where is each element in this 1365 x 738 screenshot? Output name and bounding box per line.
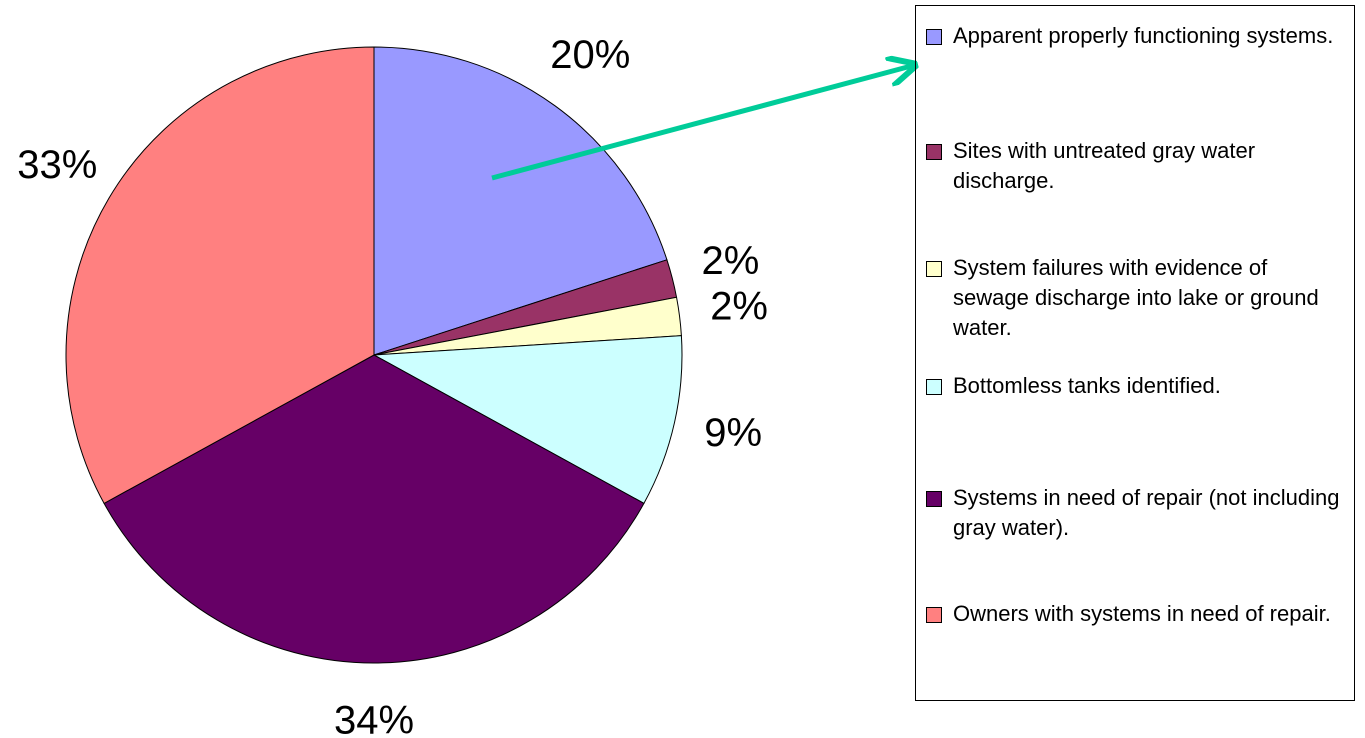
legend-swatch <box>926 491 942 507</box>
annotation-arrow <box>491 65 915 181</box>
legend: Apparent properly functioning systems. Si… <box>915 5 1355 701</box>
data-label: 33% <box>17 143 97 187</box>
legend-swatch <box>926 379 942 395</box>
legend-item: Bottomless tanks identified. <box>926 371 1346 401</box>
data-label: 9% <box>704 411 762 455</box>
pie-slice <box>65 46 375 505</box>
data-label: 2% <box>702 239 760 283</box>
legend-item: Apparent properly functioning systems. <box>926 21 1346 51</box>
legend-item: Owners with systems in need of repair. <box>926 599 1346 629</box>
legend-swatch <box>926 607 942 623</box>
data-label: 20% <box>550 33 630 77</box>
data-label: 34% <box>334 699 414 738</box>
data-label: 2% <box>710 284 768 328</box>
legend-label: Systems in need of repair (not including… <box>953 485 1340 540</box>
legend-swatch <box>926 144 942 160</box>
legend-item: Systems in need of repair (not including… <box>926 483 1346 543</box>
legend-label: System failures with evidence of sewage … <box>953 255 1319 340</box>
pie-slice <box>372 335 683 505</box>
pie <box>65 46 683 664</box>
legend-item: Sites with untreated gray water discharg… <box>926 136 1346 196</box>
legend-swatch <box>926 29 942 45</box>
pie-slice <box>103 354 645 664</box>
legend-label: Sites with untreated gray water discharg… <box>953 138 1256 193</box>
legend-item: System failures with evidence of sewage … <box>926 253 1346 343</box>
legend-swatch <box>926 261 942 277</box>
legend-label: Bottomless tanks identified. <box>953 373 1221 398</box>
legend-label: Owners with systems in need of repair. <box>953 601 1331 626</box>
legend-label: Apparent properly functioning systems. <box>953 23 1334 48</box>
pie-slice <box>373 46 668 356</box>
